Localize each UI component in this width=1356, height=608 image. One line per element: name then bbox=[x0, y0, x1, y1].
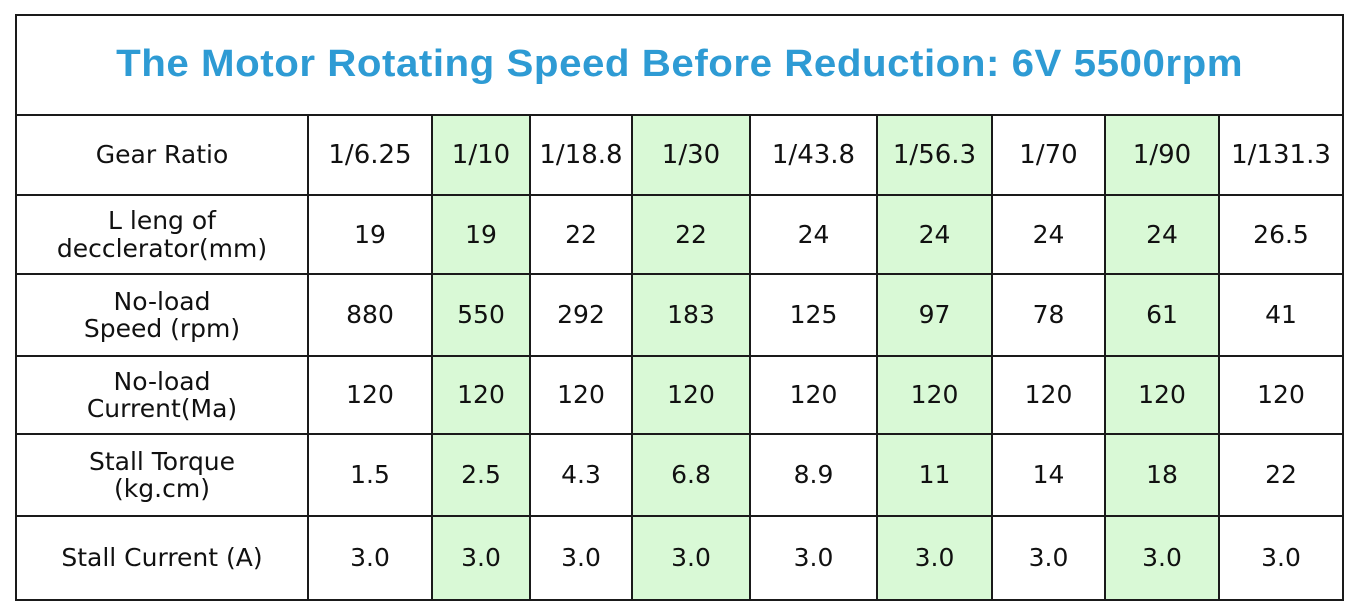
row-length: L leng of decclerator(mm) 19 19 22 22 24 24 24 24… bbox=[15, 194, 1345, 275]
value-cell: 1/90 bbox=[1104, 114, 1220, 196]
row-label-line: decclerator(mm) bbox=[56, 233, 268, 263]
row-stall-torque: Stall Torque (kg.cm) 1.5 2.5 4.3 6.8 8.9 11 14 18… bbox=[15, 433, 1345, 517]
value-cell: 1/56.3 bbox=[876, 114, 993, 196]
table-title: The Motor Rotating Speed Before Reductio… bbox=[116, 43, 1244, 86]
value-cell: 24 bbox=[991, 194, 1106, 275]
row-label: No-load Current(Ma) bbox=[15, 355, 309, 435]
value-cell: 3.0 bbox=[1217, 515, 1345, 601]
row-label: Stall Current (A) bbox=[15, 515, 309, 601]
value-cell: 3.0 bbox=[631, 515, 751, 601]
value-cell: 3.0 bbox=[876, 515, 993, 601]
value-cell: 183 bbox=[631, 273, 751, 357]
value-cell: 3.0 bbox=[431, 515, 531, 601]
row-label-line: L leng of bbox=[108, 206, 216, 235]
value-cell: 22 bbox=[631, 194, 751, 275]
value-cell: 78 bbox=[991, 273, 1106, 357]
row-label-line: Gear Ratio bbox=[95, 140, 229, 170]
value-cell: 24 bbox=[1104, 194, 1220, 275]
motor-spec-table: The Motor Rotating Speed Before Reductio… bbox=[14, 14, 1345, 601]
value-cell: 14 bbox=[991, 433, 1106, 517]
value-cell: 120 bbox=[307, 355, 433, 435]
value-cell: 2.5 bbox=[431, 433, 531, 517]
value-cell: 120 bbox=[1104, 355, 1220, 435]
row-label-line: No-load bbox=[113, 286, 211, 316]
value-cell: 97 bbox=[876, 273, 993, 357]
value-cell: 1/10 bbox=[431, 114, 531, 196]
value-cell: 120 bbox=[631, 355, 751, 435]
value-cell: 125 bbox=[749, 273, 878, 357]
row-stall-current: Stall Current (A) 3.0 3.0 3.0 3.0 3.0 3.0 3.0 3.… bbox=[15, 515, 1345, 601]
value-cell: 1/43.8 bbox=[749, 114, 878, 196]
value-cell: 61 bbox=[1104, 273, 1220, 357]
row-label-line: (kg.cm) bbox=[114, 474, 210, 503]
value-cell: 550 bbox=[431, 273, 531, 357]
value-cell: 1.5 bbox=[307, 433, 433, 517]
row-noload-current: No-load Current(Ma) 120 120 120 120 120 120 120 1… bbox=[15, 355, 1345, 435]
row-label: L leng of decclerator(mm) bbox=[15, 194, 309, 275]
value-cell: 24 bbox=[749, 194, 878, 275]
value-cell: 1/70 bbox=[991, 114, 1106, 196]
value-cell: 120 bbox=[876, 355, 993, 435]
value-cell: 3.0 bbox=[1104, 515, 1220, 601]
value-cell: 18 bbox=[1104, 433, 1220, 517]
row-label: Gear Ratio bbox=[15, 114, 309, 196]
row-label-line: Stall Torque bbox=[88, 446, 236, 476]
row-label-line: Current(Ma) bbox=[86, 394, 238, 423]
title-cell: The Motor Rotating Speed Before Reductio… bbox=[14, 14, 1345, 116]
value-cell: 26.5 bbox=[1217, 194, 1345, 275]
value-cell: 120 bbox=[749, 355, 878, 435]
value-cell: 3.0 bbox=[749, 515, 878, 601]
value-cell: 6.8 bbox=[631, 433, 751, 517]
row-gear-ratio: Gear Ratio 1/6.25 1/10 1/18.8 1/30 1/43.8 1/56… bbox=[15, 114, 1345, 196]
value-cell: 1/6.25 bbox=[307, 114, 433, 196]
value-cell: 1/18.8 bbox=[529, 114, 633, 196]
value-cell: 22 bbox=[529, 194, 633, 275]
value-cell: 24 bbox=[876, 194, 993, 275]
value-cell: 3.0 bbox=[307, 515, 433, 601]
row-label-line: Speed (rpm) bbox=[83, 314, 241, 343]
value-cell: 3.0 bbox=[991, 515, 1106, 601]
value-cell: 19 bbox=[307, 194, 433, 275]
value-cell: 4.3 bbox=[529, 433, 633, 517]
value-cell: 41 bbox=[1217, 273, 1345, 357]
row-noload-speed: No-load Speed (rpm) 880 550 292 183 125 97 78 61 4… bbox=[15, 273, 1345, 357]
value-cell: 3.0 bbox=[529, 515, 633, 601]
value-cell: 11 bbox=[876, 433, 993, 517]
value-cell: 880 bbox=[307, 273, 433, 357]
value-cell: 120 bbox=[431, 355, 531, 435]
row-label-line: No-load bbox=[113, 366, 211, 396]
row-label-line: Stall Current (A) bbox=[61, 543, 263, 573]
value-cell: 22 bbox=[1217, 433, 1345, 517]
value-cell: 1/30 bbox=[631, 114, 751, 196]
title-row: The Motor Rotating Speed Before Reductio… bbox=[14, 14, 1345, 116]
value-cell: 1/131.3 bbox=[1217, 114, 1345, 196]
value-cell: 120 bbox=[529, 355, 633, 435]
value-cell: 120 bbox=[991, 355, 1106, 435]
row-label: No-load Speed (rpm) bbox=[15, 273, 309, 357]
value-cell: 120 bbox=[1217, 355, 1345, 435]
value-cell: 8.9 bbox=[749, 433, 878, 517]
value-cell: 19 bbox=[431, 194, 531, 275]
row-label: Stall Torque (kg.cm) bbox=[15, 433, 309, 517]
value-cell: 292 bbox=[529, 273, 633, 357]
